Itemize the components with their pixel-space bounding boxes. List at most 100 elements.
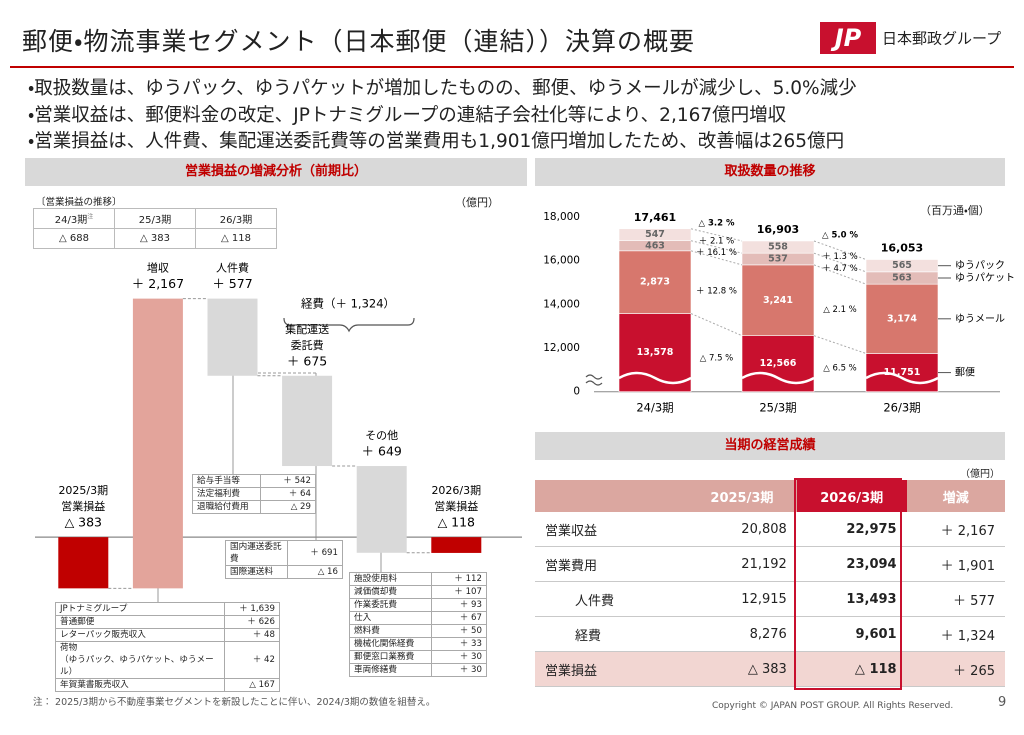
change-label: △ 6.5 % [823,364,857,374]
breakdown-label: 機械化関係経費 [349,637,432,651]
history-header: 25/3期 [114,208,196,229]
data-label: 11,751 [884,367,921,378]
legend-label: 郵便 [955,366,975,379]
panel-title: 当期の経営成績 [535,432,1005,460]
breakdown-row: 仕入＋ 67 [349,611,487,625]
breakdown-row: JPトナミグループ＋ 1,639 [55,602,280,616]
category-label: 営業損益 [61,499,105,513]
breakdown-value: ＋ 107 [431,585,487,599]
breakdown-label: 作業委託費 [349,598,432,612]
total-label: 17,461 [634,211,676,224]
breakdown-row: 作業委託費＋ 93 [349,598,487,612]
axis-break [585,374,603,386]
breakdown-label: 車両修繕費 [349,663,432,677]
data-label: 463 [645,240,665,251]
category-label: その他 [365,429,398,442]
history-caption: 〔営業損益の推移〕 [36,197,122,208]
x-tick-label: 25/3期 [759,401,796,415]
annotation-brace [283,317,415,333]
breakdown-row: 国内運送委託費＋ 691 [225,540,343,566]
value-label: ＋ 649 [362,444,402,459]
history-header-row: 24/3期注 25/3期 26/3期 [33,208,277,229]
category-label: 集配運送 [285,322,329,336]
breakdown-row: 荷物 （ゆうパック、ゆうパケット、ゆうメール）＋ 42 [55,641,280,679]
results-value: 20,808 [687,512,797,547]
category-label: 営業損益 [434,499,478,513]
breakdown-row: 普通郵便＋ 626 [55,615,280,629]
breakdown-label: 施設使用料 [349,572,432,586]
breakdown-table: JPトナミグループ＋ 1,639 普通郵便＋ 626 レターパック販売収入＋ 48 荷… [55,602,280,692]
results-header: 2025/3期 [687,480,797,512]
history-header-text: 24/3期 [54,215,88,226]
change-guide [813,240,867,260]
logo-mark: JP [831,24,862,52]
breakdown-value: ＋ 48 [224,628,280,642]
results-value: ＋ 265 [906,651,1005,687]
results-value: 21,192 [687,546,797,582]
copyright: Copyright © JAPAN POST GROUP. All Rights… [712,701,954,711]
results-value: △ 118 [796,651,907,687]
results-value: 8,276 [687,616,797,652]
note-mark: 注 [87,213,94,221]
breakdown-row: 国際運送料 △ 16 [225,565,343,579]
category-label: 2025/3期 [58,484,108,497]
bar-segment [741,264,815,336]
change-label: ＋ 12.8 % [696,287,737,297]
data-label: 563 [892,273,912,284]
history-value-row: △ 688 △ 383 △ 118 [33,228,277,249]
results-value: 12,915 [687,581,797,617]
legend-label: ゆうメール [955,313,1005,325]
results-value: 13,493 [796,581,907,617]
breakdown-table: 給与手当等＋ 542 法定福利費＋ 64 退職給付費用 △ 29 [192,474,316,514]
y-tick-label: 14,000 [543,298,580,310]
legend-label: ゆうパケット [955,272,1015,284]
panel-title: 営業損益の増減分析（前期比） [25,158,527,186]
history-value: △ 383 [114,228,196,249]
breakdown-table: 国内運送委託費＋ 691 国際運送料 △ 16 [225,540,343,579]
value-label: ＋ 675 [287,353,327,368]
results-value: ＋ 577 [906,581,1005,617]
results-value: 22,975 [796,512,907,547]
breakdown-row: 給与手当等＋ 542 [192,474,316,488]
history-table: 24/3期注 25/3期 26/3期 △ 688 △ 383 △ 118 [33,208,277,249]
breakdown-label: 燃料費 [349,624,432,638]
value-label: ＋ 577 [212,276,252,291]
waterfall-bar [58,537,109,589]
results-header: 増減 [906,480,1005,512]
total-change-label: △ 3.2 % [698,218,735,228]
data-label: 3,174 [887,313,917,324]
results-label: 経費 [535,616,687,652]
breakdown-label: 国内運送委託費 [225,540,288,566]
breakdown-value: ＋ 93 [431,598,487,612]
breakdown-label: 仕入 [349,611,432,625]
results-label: 営業費用 [535,546,687,582]
breakdown-value: △ 167 [224,678,280,692]
breakdown-label: 減価償却費 [349,585,432,599]
data-label: 537 [768,254,788,265]
history-value: △ 118 [195,228,277,249]
logo-text: 日本郵政グループ [882,30,1001,48]
x-tick-label: 24/3期 [636,401,673,415]
break-wave [865,371,939,385]
breakdown-label: 郵便窓口業務費 [349,650,432,664]
bullet: ・取扱数量は、ゆうパック、ゆうパケットが増加したものの、郵便、ゆうメールが減少し… [28,78,857,99]
unit-label: （百万通・個） [920,204,990,217]
change-guide [813,335,867,354]
change-guide [813,252,867,273]
breakdown-value: ＋ 626 [224,615,280,629]
results-row: 営業収益 20,808 22,975 ＋ 2,167 [535,512,1005,547]
breakdown-value: ＋ 1,639 [224,602,280,616]
bullet: ・営業損益は、人件費、集配運送委託費等の営業費用も1,901億円増加したため、改… [28,131,845,152]
footnote: 注： 2025/3期から不動産事業セグメントを新設したことに伴い、2024/3期… [33,697,436,708]
breakdown-label: 荷物 （ゆうパック、ゆうパケット、ゆうメール） [55,641,225,679]
breakdown-row: 退職給付費用 △ 29 [192,500,316,514]
breakdown-row: 施設使用料＋ 112 [349,572,487,586]
data-label: 2,873 [640,277,670,288]
waterfall-bar [282,375,333,467]
breakdown-row: レターパック販売収入＋ 48 [55,628,280,642]
results-label: 営業損益 [535,651,687,687]
break-wave [741,371,815,385]
